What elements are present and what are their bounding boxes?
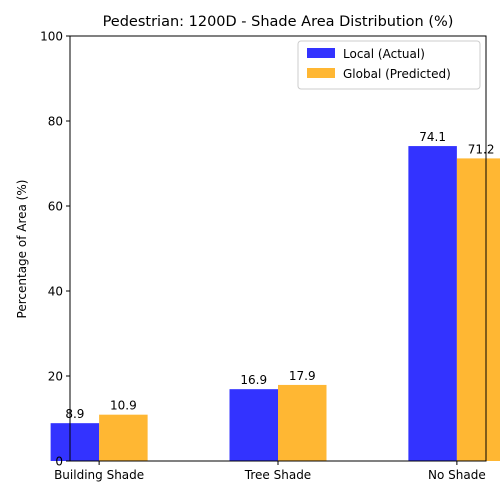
y-tick-label: 0: [55, 455, 63, 469]
x-tick-label: Tree Shade: [244, 468, 311, 482]
data-label: 71.2: [468, 142, 495, 156]
y-tick-label: 80: [48, 115, 63, 129]
plot-area: 8.9 16.9 74.1 10.9 17.9 71.2 0 20 40 60 80 100 Build…: [40, 30, 500, 482]
legend-swatch: [307, 48, 335, 58]
data-label: 16.9: [240, 373, 267, 387]
bar: [456, 158, 500, 461]
legend: Local (Actual) Global (Predicted): [297, 40, 481, 90]
bar: [99, 414, 148, 461]
y-tick-label: 20: [48, 370, 63, 384]
bar: [50, 423, 100, 461]
y-tick-label: 40: [48, 285, 63, 299]
bar: [229, 389, 278, 461]
data-label: 10.9: [110, 399, 137, 413]
legend-label: Global (Predicted): [343, 67, 451, 81]
y-axis-title: Percentage of Area (%): [15, 180, 29, 319]
data-label: 8.9: [65, 407, 84, 421]
bar: [408, 146, 457, 461]
x-tick-label: Building Shade: [54, 468, 144, 482]
y-tick-label: 100: [40, 30, 63, 44]
legend-box: [297, 40, 481, 90]
chart-title: Pedestrian: 1200D - Shade Area Distribut…: [103, 14, 454, 30]
data-label: 17.9: [289, 369, 316, 383]
legend-swatch: [307, 68, 335, 78]
y-tick-label: 60: [48, 200, 63, 214]
data-label: 74.1: [419, 130, 446, 144]
legend-label: Local (Actual): [343, 47, 425, 61]
x-tick-label: No Shade: [428, 468, 486, 482]
bar: [278, 384, 327, 461]
